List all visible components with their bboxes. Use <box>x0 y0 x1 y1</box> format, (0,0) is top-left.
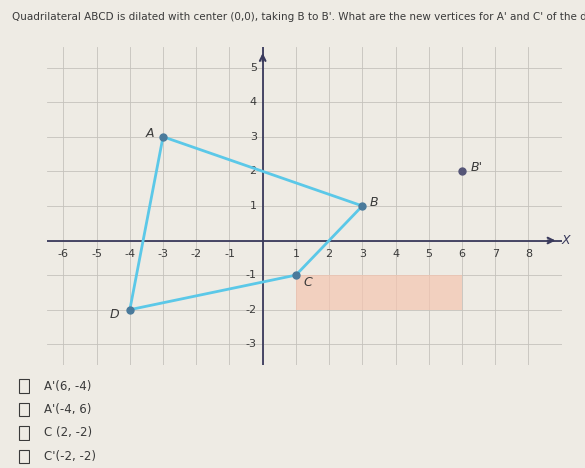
Text: 4: 4 <box>250 97 257 107</box>
Text: 5: 5 <box>425 249 432 259</box>
Text: -6: -6 <box>58 249 69 259</box>
Text: 7: 7 <box>491 249 499 259</box>
Text: -3: -3 <box>246 339 257 349</box>
Text: 1: 1 <box>292 249 300 259</box>
Text: 4: 4 <box>392 249 399 259</box>
Text: 1: 1 <box>250 201 257 211</box>
Polygon shape <box>296 275 462 310</box>
Text: A'(-4, 6): A'(-4, 6) <box>44 403 91 416</box>
Text: B: B <box>370 196 378 209</box>
Text: -5: -5 <box>91 249 102 259</box>
Text: C (2, -2): C (2, -2) <box>44 426 92 439</box>
Bar <box>19 450 29 463</box>
Text: B': B' <box>470 161 482 175</box>
Text: Quadrilateral ABCD is dilated with center (0,0), taking B to B'. What are the ne: Quadrilateral ABCD is dilated with cente… <box>12 12 585 22</box>
Text: 3: 3 <box>359 249 366 259</box>
Text: -1: -1 <box>246 270 257 280</box>
Text: 3: 3 <box>250 132 257 142</box>
Text: A: A <box>146 127 154 140</box>
Text: D: D <box>110 308 120 322</box>
Text: A'(6, -4): A'(6, -4) <box>44 380 91 393</box>
Text: 8: 8 <box>525 249 532 259</box>
Text: C: C <box>303 276 312 288</box>
Text: -2: -2 <box>191 249 202 259</box>
Bar <box>19 380 29 393</box>
Text: X: X <box>562 234 570 247</box>
Bar <box>19 426 29 439</box>
Bar <box>19 403 29 416</box>
Text: 2: 2 <box>250 166 257 176</box>
Text: -4: -4 <box>124 249 135 259</box>
Text: -1: -1 <box>224 249 235 259</box>
Text: -3: -3 <box>157 249 168 259</box>
Text: 2: 2 <box>325 249 333 259</box>
Text: -2: -2 <box>246 305 257 314</box>
Text: C'(-2, -2): C'(-2, -2) <box>44 450 96 463</box>
Text: 6: 6 <box>459 249 466 259</box>
Text: 5: 5 <box>250 63 257 73</box>
